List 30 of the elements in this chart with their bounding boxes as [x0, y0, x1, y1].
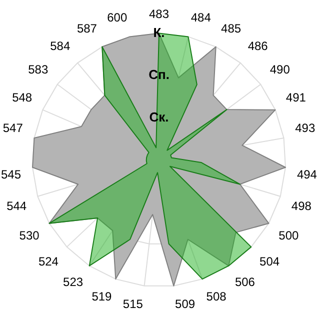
spoke-label: 545 [1, 168, 22, 182]
spoke-label: 523 [63, 274, 84, 289]
y-tick-label: К. [153, 24, 165, 40]
spoke-label: 498 [291, 199, 312, 214]
spoke-label: 504 [260, 254, 280, 268]
spoke-label: 548 [12, 90, 32, 104]
spoke-label: 584 [50, 39, 70, 54]
spoke-label: 491 [286, 90, 306, 104]
spoke-label: 587 [76, 22, 98, 36]
spoke-label: 484 [190, 10, 212, 25]
spoke-label: 500 [278, 228, 300, 243]
spoke-label: 519 [92, 289, 112, 304]
y-tick-label: Сп. [148, 67, 170, 82]
y-tick-label: Ск. [149, 109, 169, 124]
spoke-label: 493 [295, 121, 316, 136]
spoke-label: 547 [2, 121, 24, 136]
spoke-label: 515 [122, 296, 144, 311]
spoke-label: 530 [19, 228, 40, 243]
spoke-label: 583 [28, 62, 48, 77]
spoke-label: 486 [248, 39, 268, 54]
spoke-label: 490 [270, 62, 290, 77]
spoke-label: 600 [107, 10, 128, 25]
spoke-label: 524 [38, 254, 59, 268]
spoke-label: 544 [6, 199, 27, 214]
spoke-label: 483 [148, 6, 170, 21]
spoke-label: 506 [234, 274, 256, 289]
spoke-label: 485 [221, 22, 242, 36]
spoke-label: 508 [206, 289, 227, 304]
spoke-label: 509 [175, 296, 196, 311]
spoke-label: 494 [296, 168, 318, 182]
